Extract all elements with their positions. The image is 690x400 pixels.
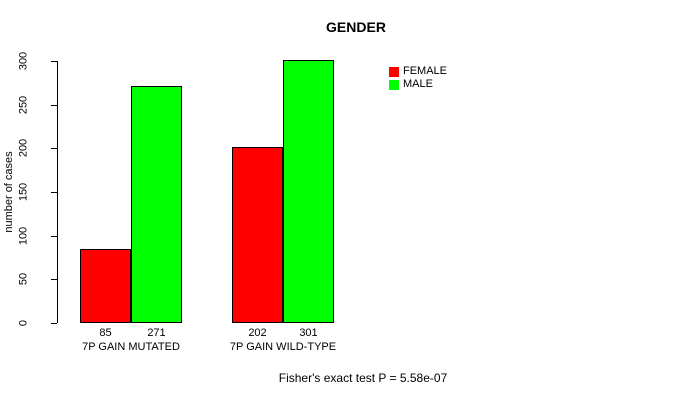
bar-male-2 <box>283 60 334 323</box>
legend: FEMALE MALE <box>389 65 447 91</box>
y-tick-label: 150 <box>17 182 30 202</box>
legend-label: FEMALE <box>403 65 448 77</box>
y-tick-mark <box>51 323 57 324</box>
category-label: 7P GAIN WILD-TYPE <box>229 341 337 353</box>
y-tick-mark <box>51 279 57 281</box>
y-tick-mark <box>51 104 57 106</box>
legend-item-male: MALE <box>389 78 447 91</box>
bar-value-label: 271 <box>147 327 166 339</box>
y-axis-label: number of cases <box>3 151 15 233</box>
legend-item-female: FEMALE <box>389 65 447 78</box>
y-tick-label: 250 <box>17 95 30 114</box>
bar-female-2 <box>232 146 283 323</box>
y-tick-label: 300 <box>17 51 30 71</box>
y-tick-label: 200 <box>17 139 30 158</box>
y-tick-mark <box>51 148 57 150</box>
legend-swatch <box>389 79 399 90</box>
category-label: 7P GAIN MUTATED <box>82 341 180 353</box>
bar-value-label: 85 <box>99 327 112 339</box>
y-tick-mark <box>51 235 57 237</box>
legend-swatch <box>389 66 399 77</box>
y-tick-mark <box>51 61 57 62</box>
stat-annotation: Fisher's exact test P = 5.58e-07 <box>278 371 448 385</box>
bar-male-1 <box>131 86 182 323</box>
bar-female-1 <box>80 248 131 323</box>
bar-value-label: 301 <box>299 327 318 339</box>
y-axis-line <box>57 61 58 323</box>
chart-title: GENDER <box>326 19 386 35</box>
y-tick-label: 0 <box>17 319 30 327</box>
y-tick-mark <box>51 192 57 193</box>
y-tick-label: 100 <box>17 226 30 245</box>
bar-value-label: 202 <box>248 327 267 339</box>
y-tick-label: 50 <box>17 273 30 286</box>
legend-label: MALE <box>403 78 433 90</box>
